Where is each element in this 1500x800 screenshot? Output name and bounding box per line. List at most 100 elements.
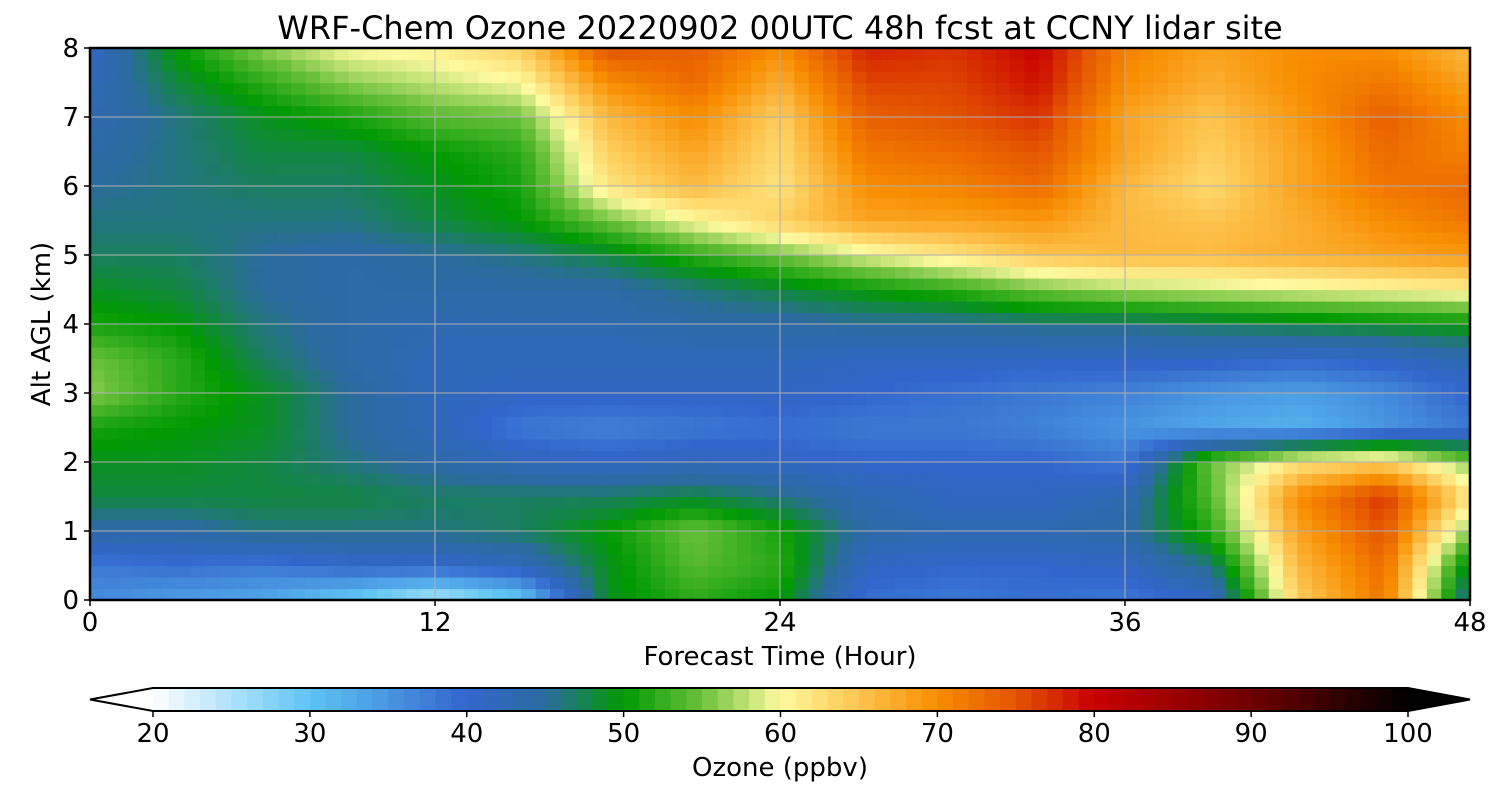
heatmap-cell (334, 59, 350, 72)
heatmap-cell (1081, 335, 1097, 348)
heatmap-cell (1010, 427, 1025, 440)
heatmap-cell (550, 255, 565, 268)
heatmap-cell (1240, 94, 1255, 107)
heatmap-cell (1153, 71, 1169, 84)
heatmap-cell (823, 588, 839, 600)
heatmap-cell (161, 312, 177, 325)
heatmap-cell (176, 554, 192, 567)
heatmap-cell (1081, 347, 1097, 360)
heatmap-cell (751, 404, 767, 417)
heatmap-cell (923, 301, 939, 314)
heatmap-cell (621, 59, 637, 72)
heatmap-cell (765, 209, 781, 222)
heatmap-cell (909, 197, 925, 210)
colorbar-over-extension (1408, 688, 1470, 711)
heatmap-cell (1024, 278, 1040, 291)
heatmap-cell (1441, 266, 1457, 279)
heatmap-cell (550, 588, 565, 600)
heatmap-cell (1398, 82, 1414, 95)
heatmap-cell (406, 48, 422, 61)
heatmap-cell (219, 243, 235, 256)
heatmap-cell (1024, 393, 1040, 406)
heatmap-cell (923, 209, 939, 222)
heatmap-cell (938, 496, 954, 509)
heatmap-cell (837, 209, 853, 222)
heatmap-cell (334, 82, 350, 95)
heatmap-cell (607, 71, 623, 84)
heatmap-cell (190, 496, 206, 509)
heatmap-cell (334, 105, 350, 118)
heatmap-cell (564, 473, 580, 486)
heatmap-cell (923, 289, 939, 302)
heatmap-cell (1024, 243, 1040, 256)
heatmap-cell (866, 94, 882, 107)
heatmap-cell (506, 450, 522, 463)
heatmap-cell (1182, 335, 1198, 348)
heatmap-cell (1110, 347, 1126, 360)
heatmap-cell (276, 220, 292, 233)
heatmap-cell (506, 347, 522, 360)
heatmap-cell (1383, 209, 1399, 222)
heatmap-cell (736, 151, 752, 164)
heatmap-cell (1455, 324, 1470, 337)
colorbar-bin (670, 688, 687, 711)
heatmap-cell (1182, 473, 1198, 486)
heatmap-cell (118, 358, 134, 371)
heatmap-cell (1383, 485, 1399, 498)
heatmap-cell (147, 588, 163, 600)
heatmap-cell (190, 393, 206, 406)
heatmap-cell (1196, 243, 1212, 256)
heatmap-cell (938, 117, 954, 130)
heatmap-cell (1024, 462, 1040, 475)
heatmap-cell (348, 416, 364, 429)
heatmap-cell (262, 347, 278, 360)
heatmap-cell (1426, 427, 1442, 440)
heatmap-cell (478, 542, 494, 555)
heatmap-cell (923, 577, 939, 590)
heatmap-cell (1426, 439, 1442, 452)
heatmap-cell (1297, 335, 1313, 348)
heatmap-cell (133, 59, 149, 72)
heatmap-cell (693, 462, 709, 475)
heatmap-cell (1412, 266, 1428, 279)
heatmap-cell (593, 450, 609, 463)
heatmap-cell (535, 439, 551, 452)
heatmap-cell (650, 301, 666, 314)
heatmap-cell (909, 324, 925, 337)
heatmap-cell (205, 301, 220, 314)
heatmap-cell (880, 312, 896, 325)
heatmap-cell (118, 381, 134, 394)
heatmap-cell (808, 542, 824, 555)
heatmap-cell (823, 71, 839, 84)
heatmap-cell (981, 209, 997, 222)
heatmap-cell (435, 370, 450, 383)
heatmap-cell (305, 565, 321, 578)
heatmap-cell (1225, 508, 1241, 521)
heatmap-cell (837, 301, 853, 314)
heatmap-cell (1326, 289, 1342, 302)
heatmap-cell (607, 577, 623, 590)
heatmap-cell (895, 577, 910, 590)
heatmap-cell (276, 128, 292, 141)
heatmap-cell (794, 48, 810, 61)
heatmap-cell (1383, 462, 1399, 475)
heatmap-cell (880, 163, 896, 176)
heatmap-cell (147, 485, 163, 498)
heatmap-cell (722, 450, 738, 463)
heatmap-cell (1139, 335, 1155, 348)
heatmap-cell (233, 588, 249, 600)
heatmap-cell (420, 347, 436, 360)
heatmap-cell (420, 174, 436, 187)
heatmap-cell (1010, 358, 1025, 371)
heatmap-cell (291, 439, 307, 452)
heatmap-cell (866, 232, 882, 245)
heatmap-cell (621, 347, 637, 360)
heatmap-cell (133, 243, 149, 256)
heatmap-cell (205, 542, 220, 555)
heatmap-cell (377, 450, 393, 463)
heatmap-cell (693, 174, 709, 187)
heatmap-cell (837, 542, 853, 555)
heatmap-cell (1168, 496, 1184, 509)
heatmap-cell (1268, 335, 1284, 348)
heatmap-cell (492, 427, 508, 440)
